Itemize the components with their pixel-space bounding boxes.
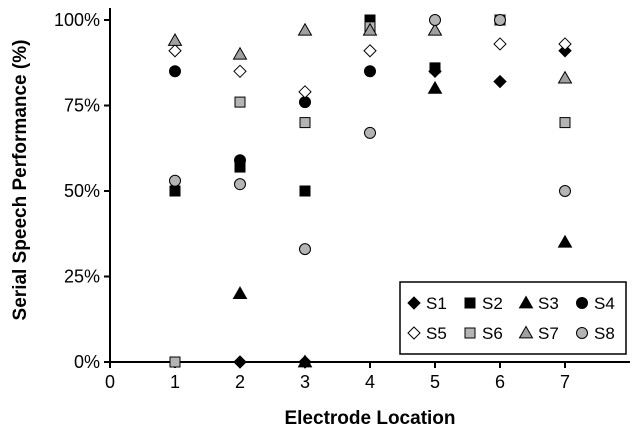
legend-label: S2 — [482, 294, 503, 313]
point-S7 — [557, 70, 573, 84]
legend-label: S7 — [538, 324, 559, 343]
point-S5 — [233, 64, 247, 79]
point-S8 — [299, 243, 311, 256]
point-S4 — [169, 65, 181, 78]
legend-label: S4 — [594, 294, 615, 313]
y-tick-label: 75% — [64, 96, 100, 116]
x-tick-label: 2 — [235, 372, 245, 392]
y-tick-label: 100% — [54, 10, 100, 30]
legend-marker — [576, 327, 588, 339]
y-axis-title: Serial Speech Performance (%) — [10, 40, 31, 321]
point-S3 — [297, 354, 313, 368]
x-tick-label: 5 — [430, 372, 440, 392]
point-S8 — [559, 185, 571, 197]
point-S4 — [234, 154, 246, 167]
point-S6 — [559, 117, 571, 129]
point-S5 — [298, 85, 312, 99]
x-tick-label: 6 — [495, 372, 505, 392]
point-S6 — [299, 117, 311, 129]
point-S3 — [427, 80, 443, 94]
point-S4 — [364, 65, 376, 78]
legend-item-S6: S6 — [464, 324, 503, 343]
point-S8 — [429, 14, 441, 26]
point-S1 — [233, 355, 247, 369]
point-S8 — [169, 174, 181, 187]
legend-marker — [407, 296, 421, 310]
legend-label: S1 — [426, 294, 447, 313]
point-S7 — [232, 46, 248, 60]
x-tick-label: 3 — [300, 372, 310, 392]
x-tick-label: 4 — [365, 372, 375, 392]
point-S2 — [169, 185, 181, 197]
legend-item-S1: S1 — [407, 294, 447, 313]
legend-item-S4: S4 — [576, 294, 615, 313]
point-S6 — [169, 356, 181, 368]
series-S8 — [169, 14, 571, 256]
x-tick-label: 1 — [170, 372, 180, 392]
point-S8 — [234, 178, 246, 191]
point-S6 — [234, 96, 246, 108]
legend-item-S5: S5 — [407, 324, 447, 343]
point-S2 — [429, 62, 441, 74]
point-S7 — [362, 22, 378, 36]
point-S2 — [299, 185, 311, 197]
point-S1 — [558, 44, 572, 58]
legend-box — [399, 281, 627, 355]
legend-item-S2: S2 — [464, 294, 503, 313]
point-S5 — [168, 44, 182, 58]
point-S5 — [558, 37, 572, 51]
legend-label: S8 — [594, 324, 615, 343]
legend-marker — [576, 297, 588, 309]
legend-label: S3 — [538, 294, 559, 313]
legend: S1 S2 S3 S4 S5 S6 S7 S8 — [399, 281, 627, 355]
legend-label: S5 — [426, 324, 447, 343]
series-S7 — [167, 22, 573, 84]
legend-marker — [518, 325, 534, 339]
x-tick-label: 0 — [105, 372, 115, 392]
y-tick-label: 0% — [74, 352, 100, 372]
series-S1 — [233, 44, 572, 369]
point-S7 — [297, 22, 313, 36]
point-S7 — [427, 22, 443, 36]
x-tick-label: 7 — [560, 372, 570, 392]
legend-item-S7: S7 — [518, 324, 559, 343]
point-S3 — [232, 286, 248, 299]
legend-marker — [518, 295, 534, 309]
x-axis-title: Electrode Location — [284, 408, 455, 429]
legend-label: S6 — [482, 324, 503, 343]
y-tick-label: 25% — [64, 267, 100, 287]
legend-marker — [464, 297, 476, 309]
point-S1 — [493, 74, 507, 89]
legend-marker — [464, 327, 476, 339]
point-S5 — [493, 37, 507, 51]
y-tick-label: 50% — [64, 181, 100, 201]
series-S2 — [169, 14, 441, 197]
data-marks — [167, 14, 573, 369]
point-S3 — [557, 234, 573, 248]
point-S8 — [494, 14, 506, 26]
legend-item-S8: S8 — [576, 324, 615, 343]
series-S3 — [232, 80, 573, 368]
point-S7 — [167, 33, 183, 46]
point-S8 — [364, 126, 376, 139]
series-S5 — [168, 37, 572, 99]
series-S4 — [169, 65, 376, 167]
point-S5 — [363, 44, 377, 58]
legend-item-S3: S3 — [518, 294, 559, 313]
legend-marker — [407, 326, 421, 340]
